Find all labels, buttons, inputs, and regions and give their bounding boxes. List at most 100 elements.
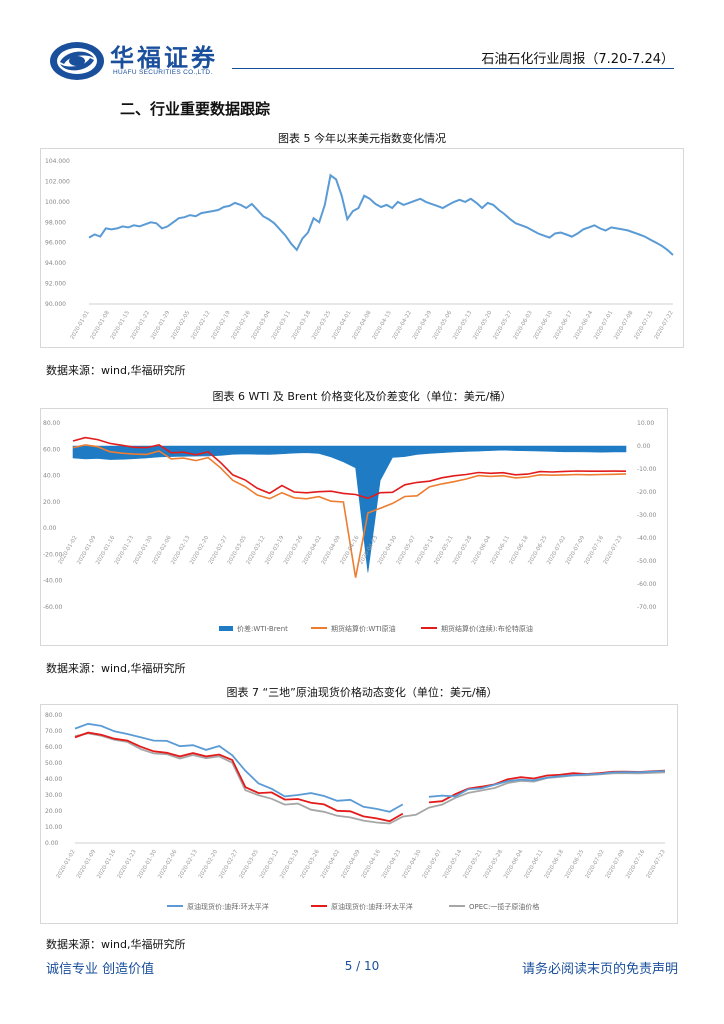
x-tick-label: 2020-04-01 [331, 310, 352, 341]
x-tick-label: 2020-07-09 [605, 849, 626, 880]
x-tick-label: 2020-04-23 [381, 849, 402, 880]
x-tick-label: 2020-03-19 [264, 535, 285, 566]
figure-6-title: 图表 6 WTI 及 Brent 价格变化及价差变化（单位：美元/桶） [212, 390, 512, 403]
y-tick-label: 20.00 [45, 808, 62, 815]
footer-disclaimer: 请务必阅读末页的免责声明 [521, 962, 678, 977]
y-tick-label: 40.00 [43, 473, 60, 480]
y-right-tick-label: -20.00 [637, 489, 657, 496]
y-tick-label: 92.000 [45, 281, 66, 288]
x-tick-label: 2020-02-27 [218, 849, 239, 880]
opec-basket-line [74, 732, 666, 825]
y-right-tick-label: -60.00 [637, 581, 657, 588]
x-tick-label: 2020-07-22 [654, 310, 675, 341]
x-tick-label: 2020-03-12 [245, 535, 266, 566]
legend-brent-spot-label: 原油现货价:迪拜:环太平洋 [331, 902, 413, 911]
y-tick-label: 60.00 [43, 446, 60, 453]
header-divider [232, 68, 674, 69]
x-tick-label: 2020-06-03 [513, 310, 534, 341]
x-tick-label: 2020-05-07 [396, 535, 417, 566]
x-tick-label: 2020-03-26 [283, 535, 304, 566]
x-tick-label: 2020-03-04 [251, 310, 272, 341]
y-tick-label: -60.00 [43, 604, 63, 611]
x-tick-label: 2020-03-26 [300, 849, 321, 880]
legend-dubai-label: 原油现货价:迪拜:环太平洋 [187, 902, 269, 911]
y-tick-label: 102.000 [45, 178, 70, 185]
x-tick-label: 2020-02-05 [170, 310, 191, 341]
x-tick-label: 2020-07-16 [625, 849, 646, 880]
x-tick-label: 2020-05-28 [452, 535, 473, 566]
x-tick-label: 2020-06-17 [553, 310, 574, 341]
y-right-tick-label: -30.00 [637, 512, 657, 519]
x-tick-label: 2020-07-08 [613, 310, 634, 341]
y-right-tick-label: -50.00 [637, 558, 657, 565]
legend-opec-label: OPEC:一揽子原油价格 [469, 902, 539, 911]
x-tick-label: 2020-01-09 [76, 535, 97, 566]
x-tick-label: 2020-02-19 [211, 310, 232, 341]
x-tick-label: 2020-07-02 [546, 535, 567, 566]
y-right-tick-label: 0.00 [637, 443, 651, 450]
x-tick-label: 2020-06-25 [527, 535, 548, 566]
x-tick-label: 2020-02-06 [157, 849, 178, 880]
huafu-logo-icon [50, 42, 104, 80]
x-tick-label: 2020-05-27 [492, 310, 513, 341]
y-tick-label: 80.00 [45, 712, 62, 719]
x-tick-label: 2020-01-08 [90, 310, 111, 341]
x-tick-label: 2020-02-27 [208, 535, 229, 566]
x-tick-label: 2020-07-02 [585, 849, 606, 880]
x-tick-label: 2020-03-11 [271, 310, 292, 341]
brand-name: 华福证券 [110, 43, 218, 72]
figure-7-source: 数据来源：wind,华福研究所 [46, 938, 186, 951]
x-tick-label: 2020-03-25 [311, 310, 332, 341]
x-tick-label: 2020-03-05 [227, 535, 248, 566]
x-tick-label: 2020-04-02 [320, 849, 341, 880]
x-tick-label: 2020-04-22 [392, 310, 413, 341]
x-tick-label: 2020-06-11 [523, 849, 544, 880]
dollar-index-line [88, 173, 674, 256]
y-tick-label: 50.00 [45, 760, 62, 767]
y-tick-label: 94.000 [45, 260, 66, 267]
x-tick-label: 2020-07-15 [633, 310, 654, 341]
y-tick-label: 98.000 [45, 219, 66, 226]
x-tick-label: 2020-05-14 [442, 849, 463, 880]
brent-line [72, 436, 627, 500]
y-tick-label: 70.00 [45, 728, 62, 735]
report-title: 石油石化行业周报（7.20-7.24） [481, 52, 674, 67]
x-tick-label: 2020-02-26 [231, 310, 252, 341]
x-tick-label: 2020-02-20 [189, 535, 210, 566]
figure-7-title: 图表 7 “三地”原油现货价格动态变化（单位：美元/桶） [226, 686, 498, 699]
y-tick-label: -20.00 [43, 551, 63, 558]
y-tick-label: 20.00 [43, 499, 60, 506]
x-tick-label: 2020-07-23 [646, 849, 667, 880]
x-tick-label: 2020-06-24 [573, 310, 594, 341]
page-number: 5 / 10 [344, 959, 380, 973]
x-tick-label: 2020-03-18 [291, 310, 312, 341]
x-tick-label: 2020-06-04 [503, 849, 524, 880]
wti-brent-chart: 80.00 60.00 40.00 20.00 0.00 -20.00 -40.00 -60.… [43, 420, 657, 633]
x-tick-label: 2020-07-09 [565, 535, 586, 566]
x-tick-label: 2020-01-30 [133, 535, 154, 566]
x-tick-label: 2020-02-12 [190, 310, 211, 341]
x-tick-label: 2020-02-20 [198, 849, 219, 880]
figure-5-source: 数据来源：wind,华福研究所 [46, 364, 186, 377]
legend-spread-swatch [219, 626, 233, 631]
y-tick-label: 90.000 [45, 301, 66, 308]
x-tick-label: 2020-07-01 [593, 310, 614, 341]
x-tick-label: 2020-04-09 [321, 535, 342, 566]
y-tick-label: 60.00 [45, 744, 62, 751]
x-tick-label: 2020-05-07 [422, 849, 443, 880]
y-right-tick-label: -10.00 [637, 466, 657, 473]
x-tick-label: 2020-05-28 [483, 849, 504, 880]
x-tick-label: 2020-03-12 [259, 849, 280, 880]
x-tick-label: 2020-07-23 [603, 535, 624, 566]
x-tick-label: 2020-04-29 [412, 310, 433, 341]
x-tick-label: 2020-05-21 [433, 535, 454, 566]
spot-price-chart: 80.00 70.00 60.00 50.00 40.00 30.00 20.00 10.00… [45, 712, 667, 911]
x-tick-label: 2020-01-23 [114, 535, 135, 566]
y-tick-label: 104.000 [45, 158, 70, 165]
x-tick-label: 2020-01-09 [76, 849, 97, 880]
figure-6-source: 数据来源：wind,华福研究所 [46, 662, 186, 675]
y-tick-label: 96.000 [45, 240, 66, 247]
x-tick-label: 2020-05-20 [472, 310, 493, 341]
y-right-tick-label: -40.00 [637, 535, 657, 542]
y-tick-label: 0.00 [45, 840, 59, 847]
